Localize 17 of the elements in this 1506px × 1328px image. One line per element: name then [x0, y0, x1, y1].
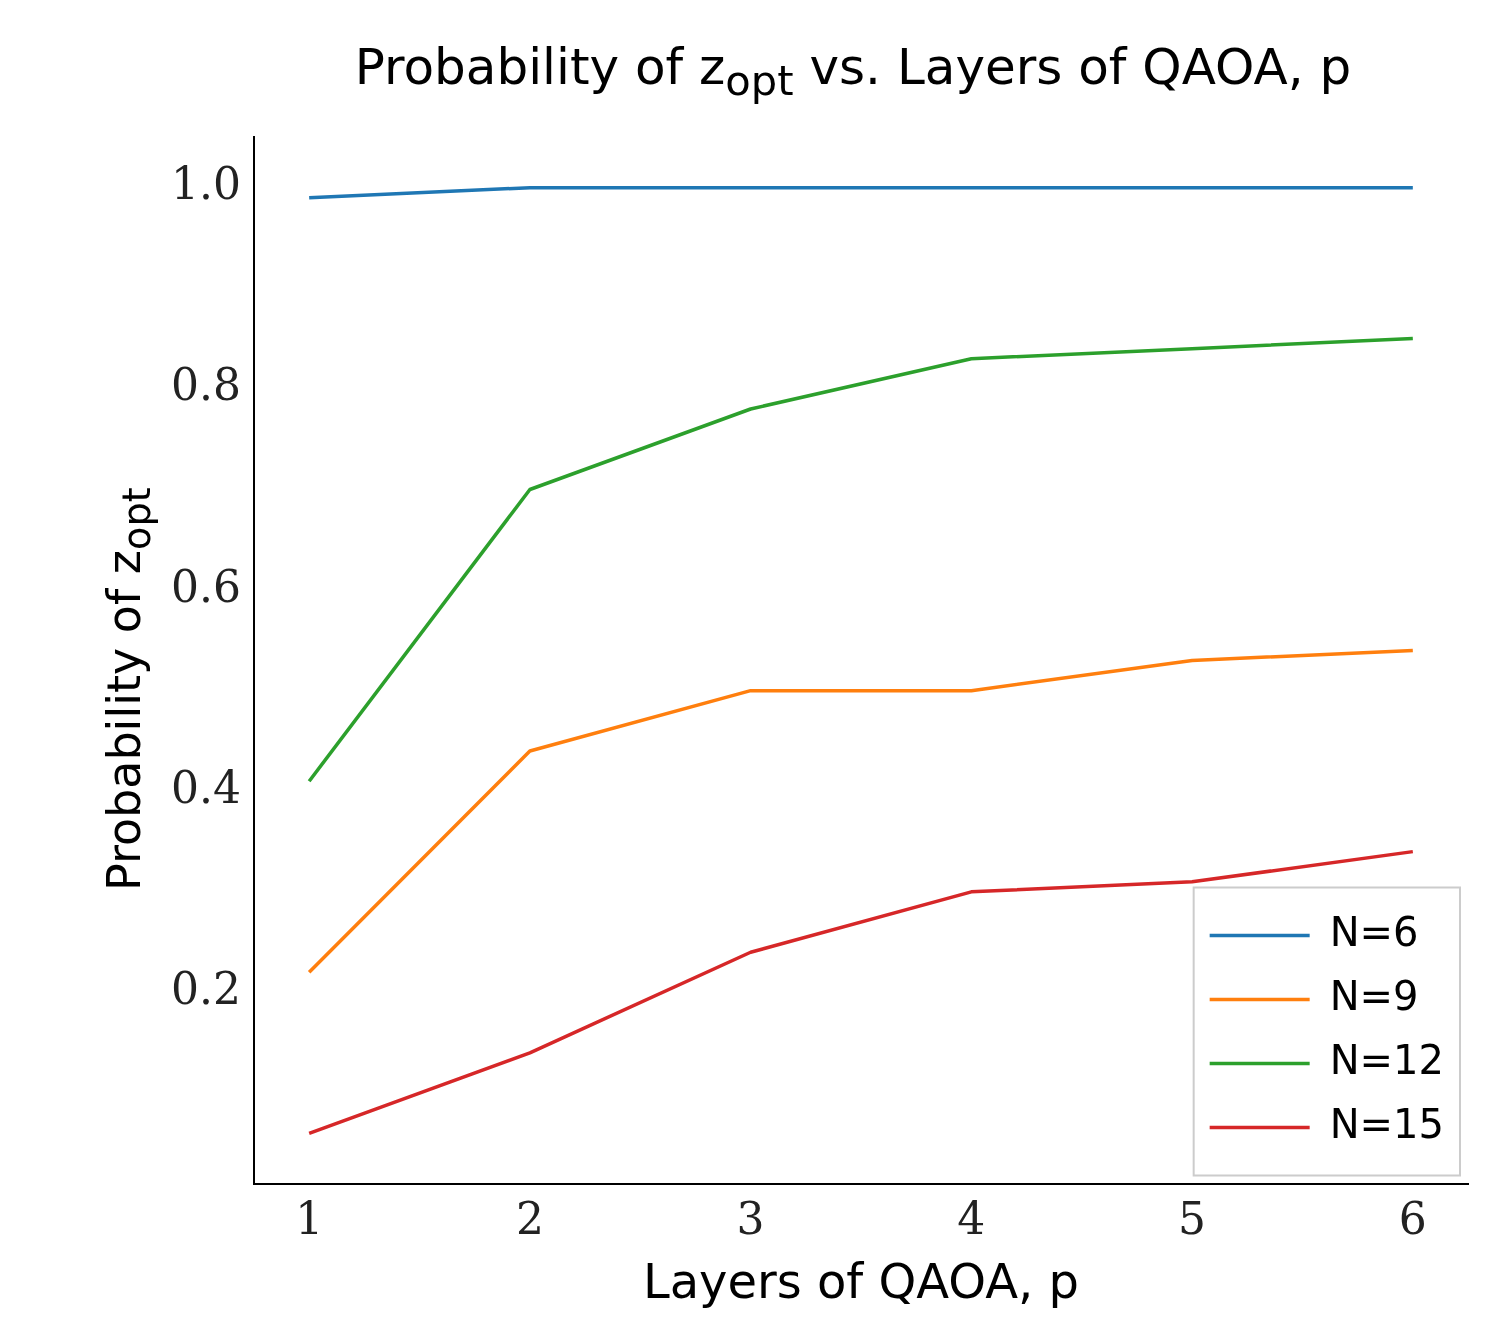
legend-label: N=15: [1329, 1100, 1445, 1147]
x-tick-label: 3: [736, 1193, 765, 1245]
x-tick-label: 5: [1178, 1193, 1207, 1245]
y-tick-label: 0.4: [170, 761, 241, 813]
x-tick-label: 4: [957, 1193, 986, 1245]
x-tick-label: 1: [295, 1193, 324, 1245]
x-tick-label: 6: [1398, 1193, 1427, 1245]
y-tick-label: 0.2: [170, 962, 241, 1014]
chart-title: Probability of z$_{opt}$ vs. Layers of QAOA, p: [353, 38, 1353, 105]
legend-label: N=9: [1329, 972, 1419, 1019]
x-axis-title: Layers of QAOA, p: [642, 1252, 1080, 1309]
legend-label: N=6: [1329, 908, 1419, 955]
legend-label: N=12: [1329, 1036, 1445, 1083]
x-tick-label: 2: [515, 1193, 544, 1245]
y-tick-label: 0.8: [170, 359, 241, 411]
y-tick-label: 0.6: [170, 560, 241, 612]
y-tick-label: 1.0: [170, 158, 241, 210]
